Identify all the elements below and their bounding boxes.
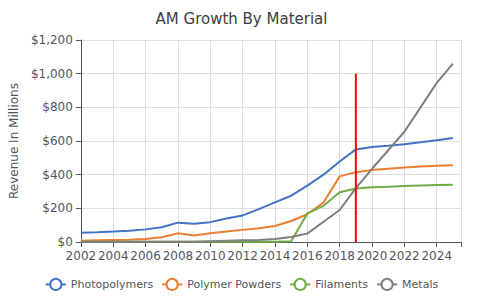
svg-text:2018: 2018 [324, 249, 355, 263]
svg-text:2008: 2008 [163, 249, 194, 263]
svg-text:Photopolymers: Photopolymers [71, 278, 154, 291]
svg-text:$1,200: $1,200 [31, 33, 73, 47]
svg-text:$200: $200 [42, 201, 73, 215]
svg-text:Filaments: Filaments [315, 278, 368, 291]
svg-text:2014: 2014 [260, 249, 291, 263]
svg-text:2016: 2016 [292, 249, 323, 263]
svg-text:Polymer Powders: Polymer Powders [187, 278, 281, 291]
svg-text:$0: $0 [58, 235, 73, 249]
svg-text:2022: 2022 [389, 249, 420, 263]
svg-text:AM Growth By Material: AM Growth By Material [156, 10, 328, 28]
svg-text:Revenue In Millions: Revenue In Millions [7, 83, 21, 199]
svg-text:2002: 2002 [66, 249, 97, 263]
svg-text:Metals: Metals [402, 278, 438, 291]
svg-text:2012: 2012 [227, 249, 258, 263]
svg-text:2020: 2020 [357, 249, 388, 263]
svg-text:$600: $600 [42, 134, 73, 148]
svg-text:$1,000: $1,000 [31, 67, 73, 81]
svg-text:$800: $800 [42, 100, 73, 114]
svg-text:$400: $400 [42, 168, 73, 182]
svg-text:2004: 2004 [98, 249, 129, 263]
svg-text:2010: 2010 [195, 249, 226, 263]
svg-text:2006: 2006 [130, 249, 161, 263]
svg-text:2024: 2024 [421, 249, 452, 263]
